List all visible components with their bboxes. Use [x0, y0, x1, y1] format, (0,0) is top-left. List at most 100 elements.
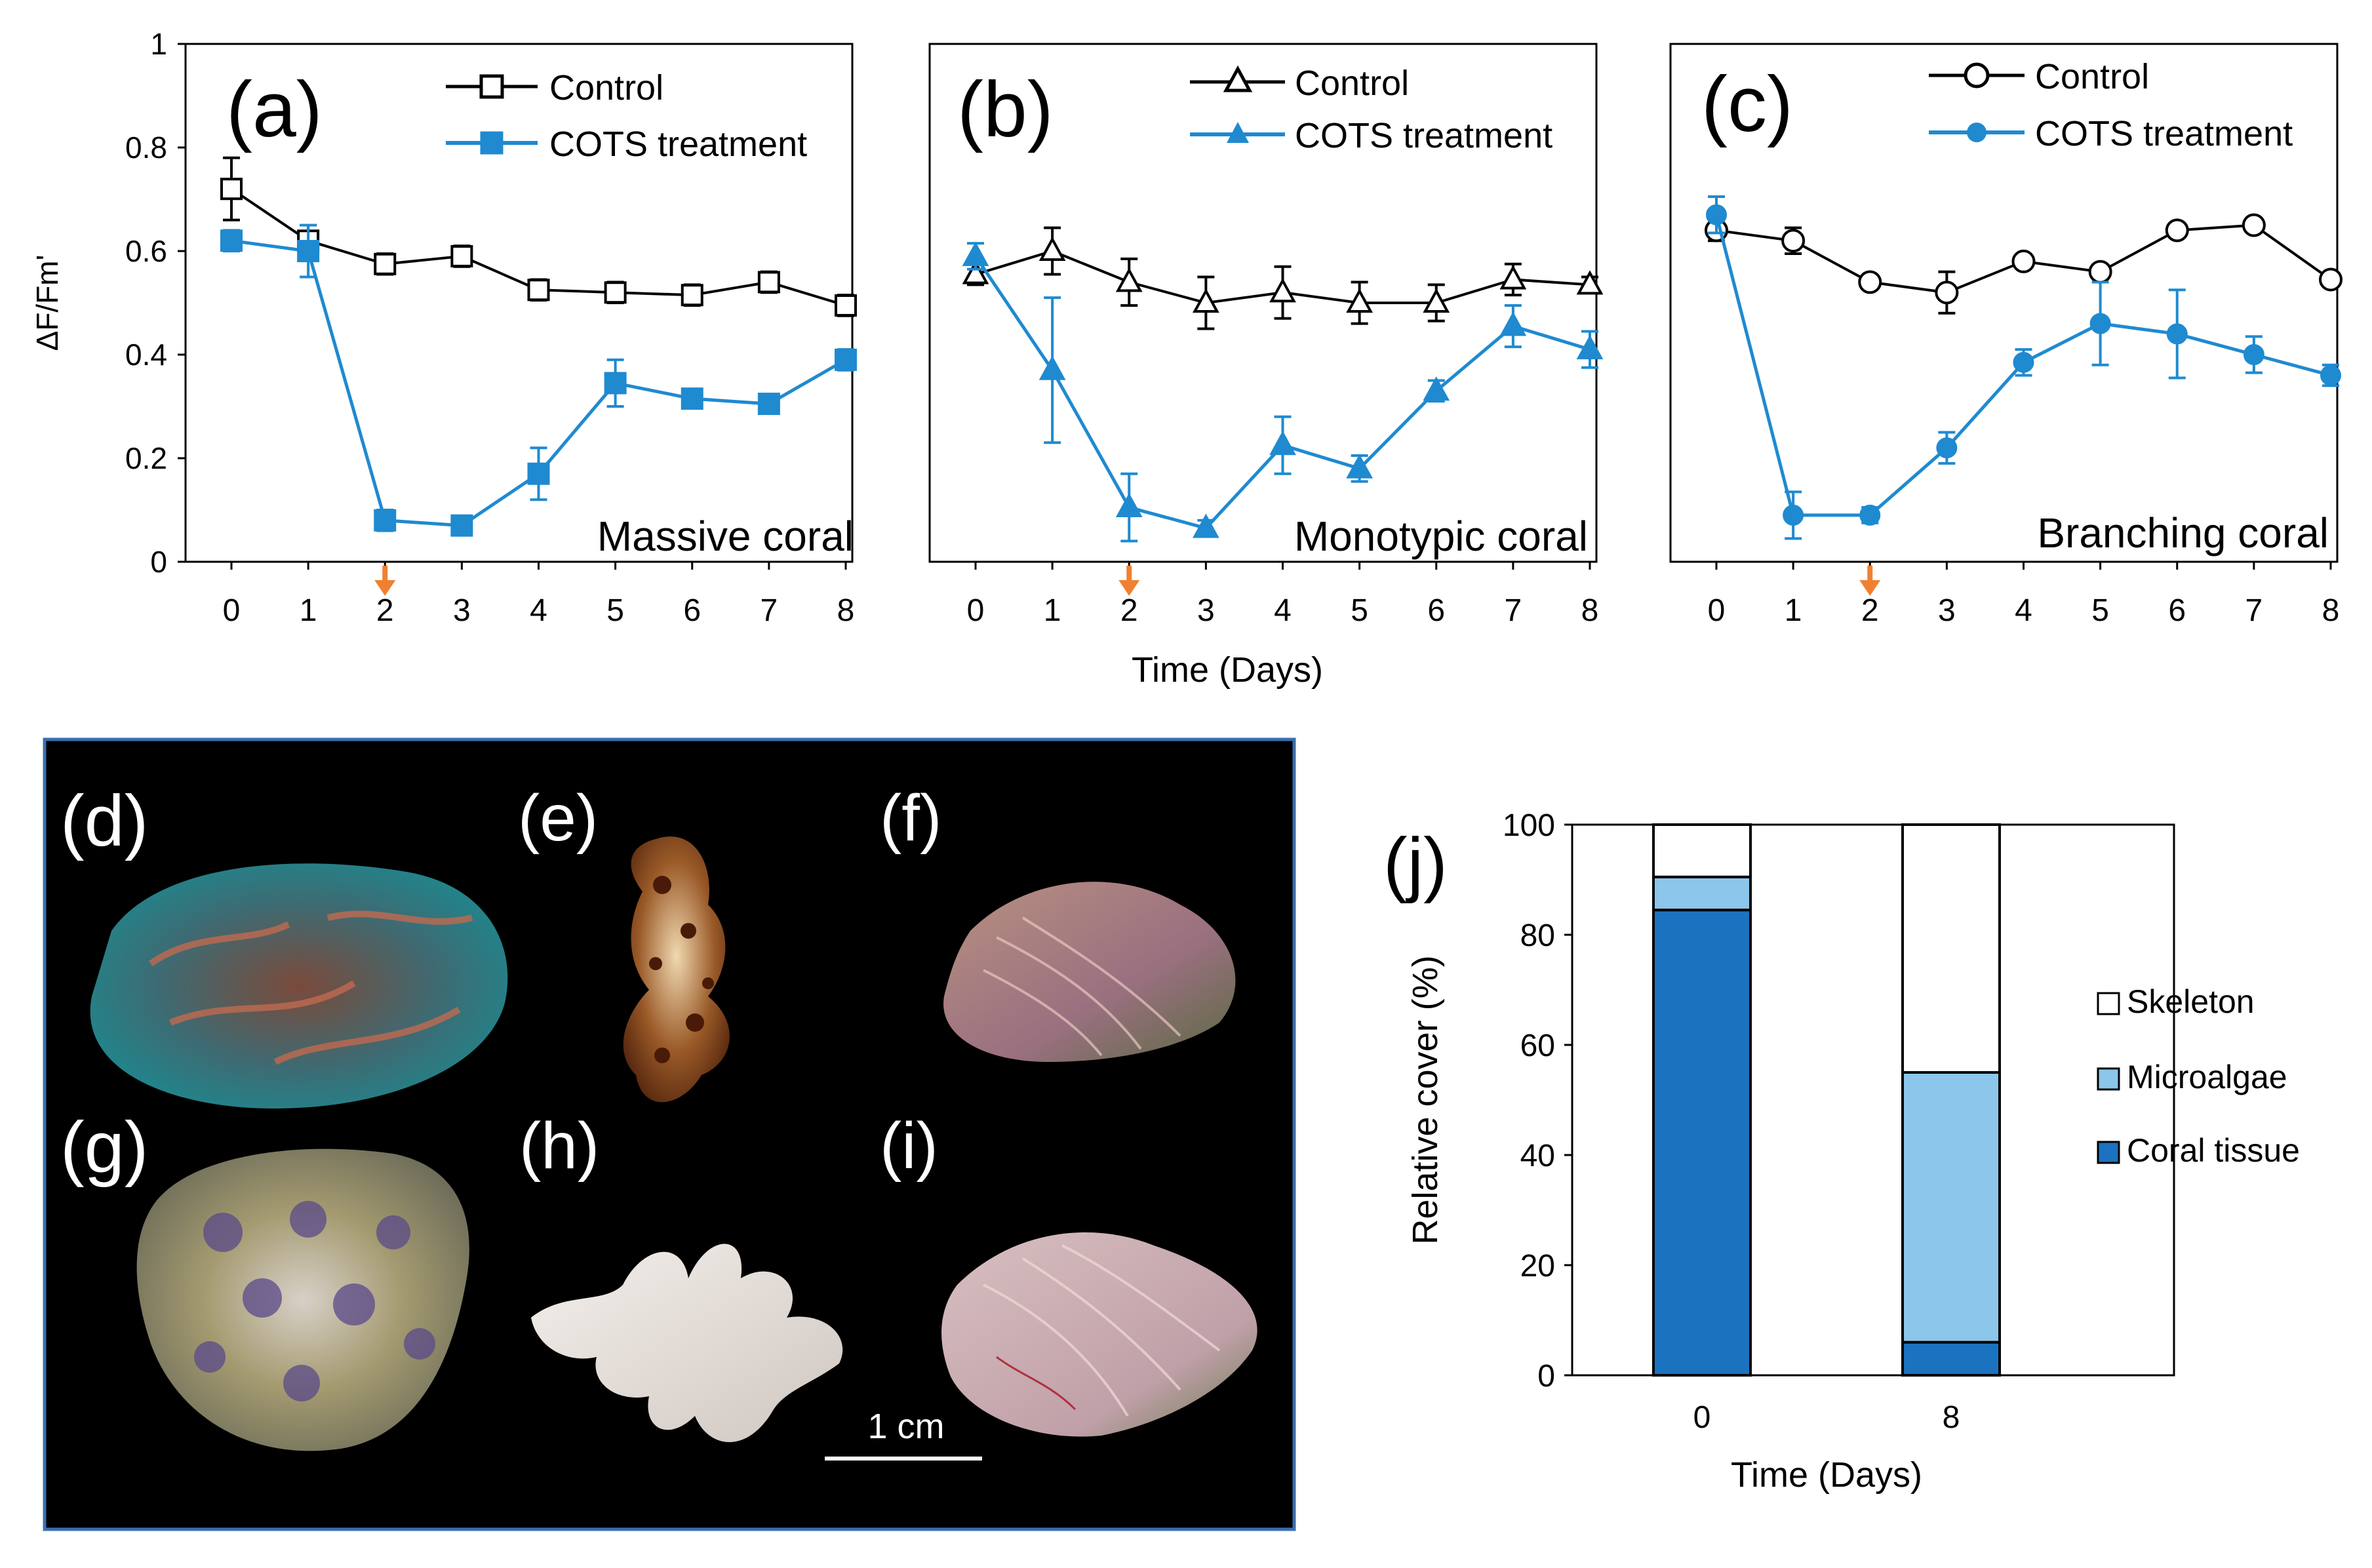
photo-label-g: (g) — [60, 1107, 148, 1188]
x-tick-label: 8 — [2322, 593, 2340, 628]
legend-cots-label: COTS treatment — [549, 125, 807, 164]
corner-label: Massive coral — [597, 513, 854, 560]
data-point — [1346, 288, 1374, 313]
data-point — [220, 178, 243, 201]
legend-control-label: Control — [2035, 57, 2149, 96]
data-point — [1192, 288, 1219, 313]
x-tick-label: 5 — [606, 593, 624, 628]
data-point — [2242, 213, 2266, 237]
data-point — [2320, 364, 2341, 386]
data-point — [2243, 344, 2264, 365]
data-point — [527, 462, 550, 485]
data-point — [297, 240, 320, 262]
data-point — [1859, 504, 1881, 526]
legend-control-marker — [479, 74, 504, 99]
coral-photo-panel: (d) (e) (f) (g) (h) (i) 1 cm — [43, 737, 1296, 1531]
legend: Control COTS treatment — [1929, 57, 2293, 153]
legend-control-label: Control — [1295, 64, 1409, 103]
data-point — [757, 271, 780, 294]
x-tick-label: 7 — [2245, 593, 2263, 628]
x-tick-label: 6 — [2168, 593, 2186, 628]
series-layer — [220, 156, 857, 537]
data-point — [220, 229, 243, 252]
data-point — [450, 514, 473, 537]
data-point — [1783, 504, 1804, 526]
x-tick-label: 1 — [300, 593, 317, 628]
x-tick-label: 4 — [1274, 593, 1292, 628]
coral-photo-d — [90, 863, 508, 1109]
x-tick-label: 2 — [376, 593, 394, 628]
legend-control-marker — [1223, 65, 1253, 92]
y-tick-label: 20 — [1520, 1249, 1555, 1284]
y-tick-label: 0.2 — [125, 441, 167, 475]
bar-segment — [1901, 823, 2001, 1074]
panel-label: (c) — [1701, 60, 1793, 148]
data-point — [835, 348, 857, 371]
data-point — [835, 294, 857, 317]
y-tick-label: 0 — [150, 545, 167, 579]
bar-segment — [1652, 875, 1752, 912]
panel-label: (a) — [226, 66, 323, 153]
data-point — [962, 241, 989, 266]
bar-segment — [1652, 823, 1752, 878]
data-point — [2319, 267, 2342, 292]
bar-segment — [1901, 1341, 2001, 1377]
legend-cots-marker — [1967, 123, 1987, 142]
photo-label-f: (f) — [880, 781, 941, 855]
bar-segment — [1901, 1071, 2001, 1344]
legend-control-marker — [1964, 62, 1990, 88]
coral-photo-f — [943, 882, 1236, 1062]
panel-label: (b) — [957, 66, 1054, 153]
legend-cots-marker — [1227, 122, 1249, 143]
data-point — [2165, 218, 2189, 243]
x-axis-title: Time (Days) — [1132, 650, 1323, 690]
legend-skeleton-label: Skeleton — [2127, 983, 2255, 1020]
data-point — [2089, 313, 2111, 334]
x-tick-label: 8 — [837, 593, 855, 628]
y-tick-label: 0.6 — [125, 234, 167, 268]
data-point — [1781, 229, 1806, 253]
plot-frame — [928, 43, 1598, 563]
x-tick-label: 5 — [2091, 593, 2109, 628]
x-tick-label: 6 — [1427, 593, 1445, 628]
x-tick-label: 3 — [1938, 593, 1956, 628]
data-point — [1576, 270, 1604, 295]
plot-frame — [1571, 823, 2175, 1377]
y-tick-label: 60 — [1520, 1029, 1555, 1063]
x-axis: 0 1 2 3 4 5 6 7 8 — [223, 562, 855, 628]
photo-label-e: (e) — [518, 781, 598, 855]
legend-cots-label: COTS treatment — [1295, 116, 1552, 155]
treatment-arrow-shaft — [1867, 566, 1873, 583]
data-point — [604, 281, 627, 304]
y-tick-label: 0 — [1537, 1359, 1555, 1394]
y-tick-label: 40 — [1520, 1139, 1555, 1173]
x-tick-label: 2 — [1120, 593, 1138, 628]
y-tick-label: 80 — [1520, 918, 1555, 953]
legend: Control COTS treatment — [1190, 64, 1552, 155]
line-chart-branching-coral: 0 1 2 3 4 5 6 7 8 (c) Branching coral Control CO… — [1669, 43, 2342, 628]
legend-coral-tissue-label: Coral tissue — [2127, 1132, 2300, 1169]
photo-label-i: (i) — [880, 1109, 938, 1183]
legend-coral-tissue-swatch — [2097, 1141, 2120, 1164]
line-chart-monotypic-coral: 0 1 2 3 4 5 6 7 8 (b) Monotypic coral Control CO… — [928, 43, 1604, 628]
y-axis: 0 0.2 0.4 0.6 0.8 1 — [125, 27, 186, 579]
x-tick-label: 8 — [1581, 593, 1599, 628]
data-point — [757, 393, 780, 416]
x-tick-label: 4 — [2015, 593, 2032, 628]
y-tick-label: 1 — [150, 27, 167, 61]
data-point — [1936, 437, 1958, 459]
x-tick-label: 8 — [1943, 1400, 1960, 1435]
data-point — [1038, 236, 1066, 261]
legend-microalgae-label: Microalgae — [2127, 1059, 2287, 1095]
data-point — [1935, 281, 1959, 305]
y-tick-label: 0.4 — [125, 338, 167, 372]
data-point — [1269, 431, 1296, 456]
data-point — [1346, 454, 1374, 479]
x-tick-label: 0 — [967, 593, 985, 628]
data-point — [450, 245, 473, 267]
coral-photo-e — [623, 836, 730, 1103]
legend: Skeleton Microalgae Coral tissue — [2097, 983, 2300, 1169]
